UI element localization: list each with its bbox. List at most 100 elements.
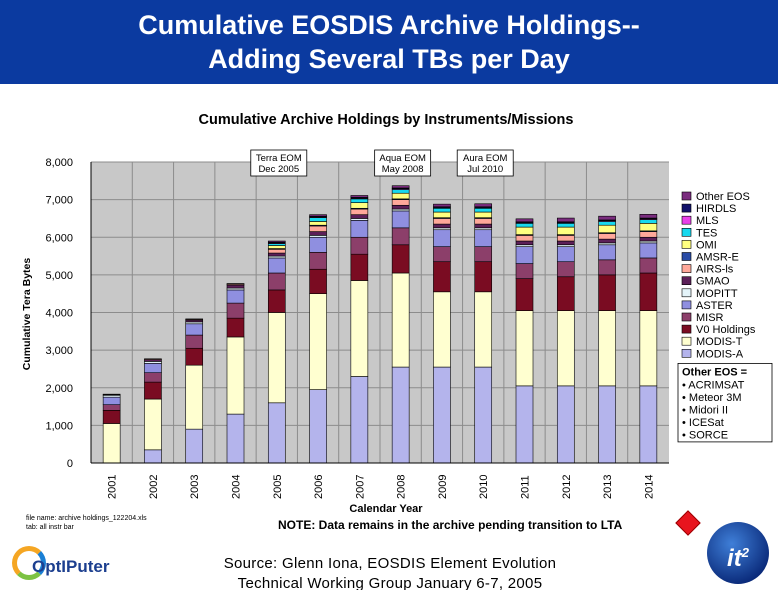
bar-segment-v0-holdings	[433, 261, 451, 293]
bar-layer	[102, 185, 658, 464]
x-tick-label: 2005	[272, 475, 284, 499]
bar-segment-airs-ls	[639, 231, 658, 238]
bar-segment-modis-t	[474, 291, 493, 368]
legend-swatch-tes	[681, 228, 692, 237]
bar-segment-modis-t	[598, 310, 616, 387]
bar-segment-aster	[102, 396, 121, 405]
y-tick-label: 2,000	[45, 383, 73, 395]
bar-segment-modis-a	[309, 389, 327, 464]
bar-segment-other-eos	[309, 214, 327, 217]
legend-label-omi: OMI	[696, 239, 717, 251]
legend-swatch-gmao	[681, 276, 692, 285]
bar-segment-other-eos	[598, 215, 616, 221]
bar-segment-aster	[350, 220, 369, 238]
bar-segment-aster	[267, 257, 286, 274]
x-tick-label: 2012	[561, 475, 573, 499]
bar-segment-gmao	[433, 223, 451, 229]
bar-segment-aster	[144, 362, 162, 374]
bar-segment-misr	[556, 261, 575, 278]
bar-segment-airs-ls	[391, 199, 410, 206]
x-tick-label: 2013	[602, 475, 614, 499]
bar-segment-gmao	[267, 252, 286, 257]
x-tick-label: 2003	[189, 475, 201, 499]
bar-segment-airs-ls	[144, 358, 162, 360]
bar-segment-v0-holdings	[598, 274, 616, 311]
optiputer-logo-text: OptIPuter	[32, 557, 110, 576]
other-eos-item: • Midori II	[682, 404, 728, 416]
other-eos-item: • Meteor 3M	[682, 392, 741, 404]
bar-segment-v0-holdings	[350, 253, 369, 281]
bar-segment-misr	[474, 246, 493, 263]
bar-segment-v0-holdings	[102, 410, 121, 424]
bar-segment-other-eos	[350, 195, 369, 198]
other-eos-heading: Other EOS =	[682, 366, 747, 378]
legend-label-misr: MISR	[696, 312, 724, 324]
bar-segment-modis-a	[267, 402, 286, 464]
optiputer-ring-icon	[12, 546, 46, 580]
eom-annotation-label: Aura EOM	[463, 153, 507, 164]
legend: Other EOSHIRDLSMLSTESOMIAMSR-EAIRS-lsGMA…	[677, 191, 773, 443]
other-eos-box	[677, 362, 773, 443]
bar-segment-v0-holdings	[474, 261, 493, 293]
bar-segment-airs-ls	[515, 235, 534, 242]
bar-segment-tes	[598, 221, 616, 226]
archive-note: NOTE: Data remains in the archive pendin…	[278, 518, 623, 532]
bar-segment-tes	[391, 189, 410, 194]
bar-segment-modis-a	[226, 413, 245, 464]
x-tick-label: 2006	[313, 475, 325, 499]
legend-label-amsr-e: AMSR-E	[696, 252, 739, 264]
x-tick-label: 2008	[396, 475, 408, 499]
x-tick-label: 2004	[231, 475, 243, 499]
y-tick-label: 5,000	[45, 270, 73, 282]
file-note: file name: archive holdings_122204.xls t…	[26, 514, 147, 532]
bar-segment-misr	[350, 236, 369, 255]
bar-segment-misr	[267, 272, 286, 291]
bar-segment-misr	[226, 302, 245, 319]
bar-segment-airs-ls	[474, 218, 493, 225]
bar-segment-other-eos	[515, 218, 534, 223]
bar-segment-modis-t	[267, 312, 286, 404]
bar-segment-gmao	[474, 223, 493, 229]
x-tick-label: 2014	[643, 475, 655, 499]
other-eos-item: • ICESat	[682, 417, 724, 429]
bar-segment-gmao	[391, 204, 410, 210]
file-note-line1: file name: archive holdings_122204.xls	[26, 515, 147, 522]
y-tick-label: 8,000	[45, 157, 73, 169]
x-tick-label: 2009	[437, 475, 449, 499]
legend-label-tes: TES	[696, 227, 717, 239]
bar-segment-other-eos	[639, 213, 658, 219]
legend-label-modis-a: MODIS-A	[696, 348, 744, 360]
bar-segment-v0-holdings	[309, 268, 327, 294]
bar-segment-modis-t	[433, 291, 451, 368]
bar-segment-v0-holdings	[515, 278, 534, 311]
eom-annotation-date: Jul 2010	[467, 164, 503, 175]
bar-segment-airs-ls	[433, 218, 451, 225]
bar-segment-tes	[309, 217, 327, 222]
y-tick-label: 7,000	[45, 195, 73, 207]
y-tick-label: 3,000	[45, 345, 73, 357]
eom-annotation-date: Dec 2005	[258, 164, 299, 175]
legend-swatch-hirdls	[681, 203, 692, 213]
bar-segment-misr	[639, 257, 658, 274]
eom-annotation-box	[456, 149, 514, 177]
bar-segment-modis-a	[556, 385, 575, 464]
bar-segment-other-eos	[433, 203, 451, 208]
bar-segment-omi	[598, 224, 616, 234]
legend-label-modis-t: MODIS-T	[696, 336, 743, 348]
bar-segment-airs-ls	[267, 248, 286, 254]
bar-segment-other-eos	[267, 240, 286, 243]
bar-segment-misr	[433, 246, 451, 263]
bar-segment-misr	[102, 404, 121, 411]
bar-segment-gmao	[226, 284, 245, 289]
legend-label-mopitt: MOPITT	[696, 288, 738, 300]
bar-segment-aster	[556, 246, 575, 263]
bar-segment-gmao	[598, 238, 616, 244]
bar-segment-omi	[391, 192, 410, 200]
x-tick-label: 2011	[520, 475, 532, 499]
bar-segment-tes	[433, 207, 451, 213]
bar-segment-omi	[556, 226, 575, 235]
bar-segment-omi	[267, 245, 286, 249]
bar-segment-v0-holdings	[639, 272, 658, 311]
bar-segment-modis-a	[515, 385, 534, 464]
